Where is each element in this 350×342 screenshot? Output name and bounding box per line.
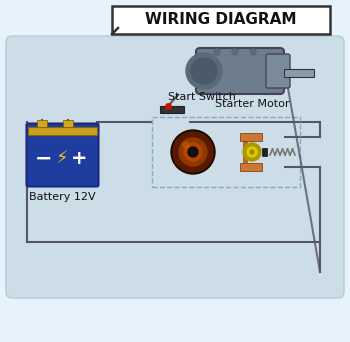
Circle shape [214, 49, 220, 55]
Text: Battery 12V: Battery 12V [29, 192, 95, 202]
Bar [243, 141, 248, 149]
Text: +: + [71, 149, 87, 169]
Text: −: − [35, 149, 53, 169]
Circle shape [173, 132, 213, 172]
FancyBboxPatch shape [27, 123, 98, 186]
Circle shape [183, 142, 189, 148]
Circle shape [243, 143, 261, 161]
Circle shape [188, 147, 198, 157]
Bar [240, 163, 262, 171]
Circle shape [250, 150, 254, 154]
Circle shape [179, 138, 207, 166]
Bar [243, 155, 248, 163]
Bar [63, 120, 73, 127]
FancyBboxPatch shape [266, 54, 290, 88]
Bar [160, 106, 184, 113]
Circle shape [247, 147, 257, 157]
Bar [240, 133, 262, 141]
FancyBboxPatch shape [6, 36, 344, 298]
Text: WIRING DIAGRAM: WIRING DIAGRAM [145, 13, 297, 27]
Text: Starter Motor: Starter Motor [215, 99, 289, 109]
Circle shape [250, 49, 256, 55]
Bar [262, 148, 267, 156]
FancyBboxPatch shape [112, 6, 330, 34]
Bar [28, 127, 97, 135]
Bar [152, 117, 300, 187]
Bar [284, 69, 314, 77]
Circle shape [184, 143, 202, 161]
Circle shape [186, 53, 222, 89]
Circle shape [171, 130, 215, 174]
Bar [28, 127, 97, 135]
Text: Start Switch: Start Switch [168, 92, 236, 102]
Text: ⚡: ⚡ [56, 150, 68, 168]
Bar [37, 120, 47, 127]
Circle shape [191, 58, 217, 84]
Circle shape [232, 49, 238, 55]
FancyBboxPatch shape [196, 48, 284, 94]
